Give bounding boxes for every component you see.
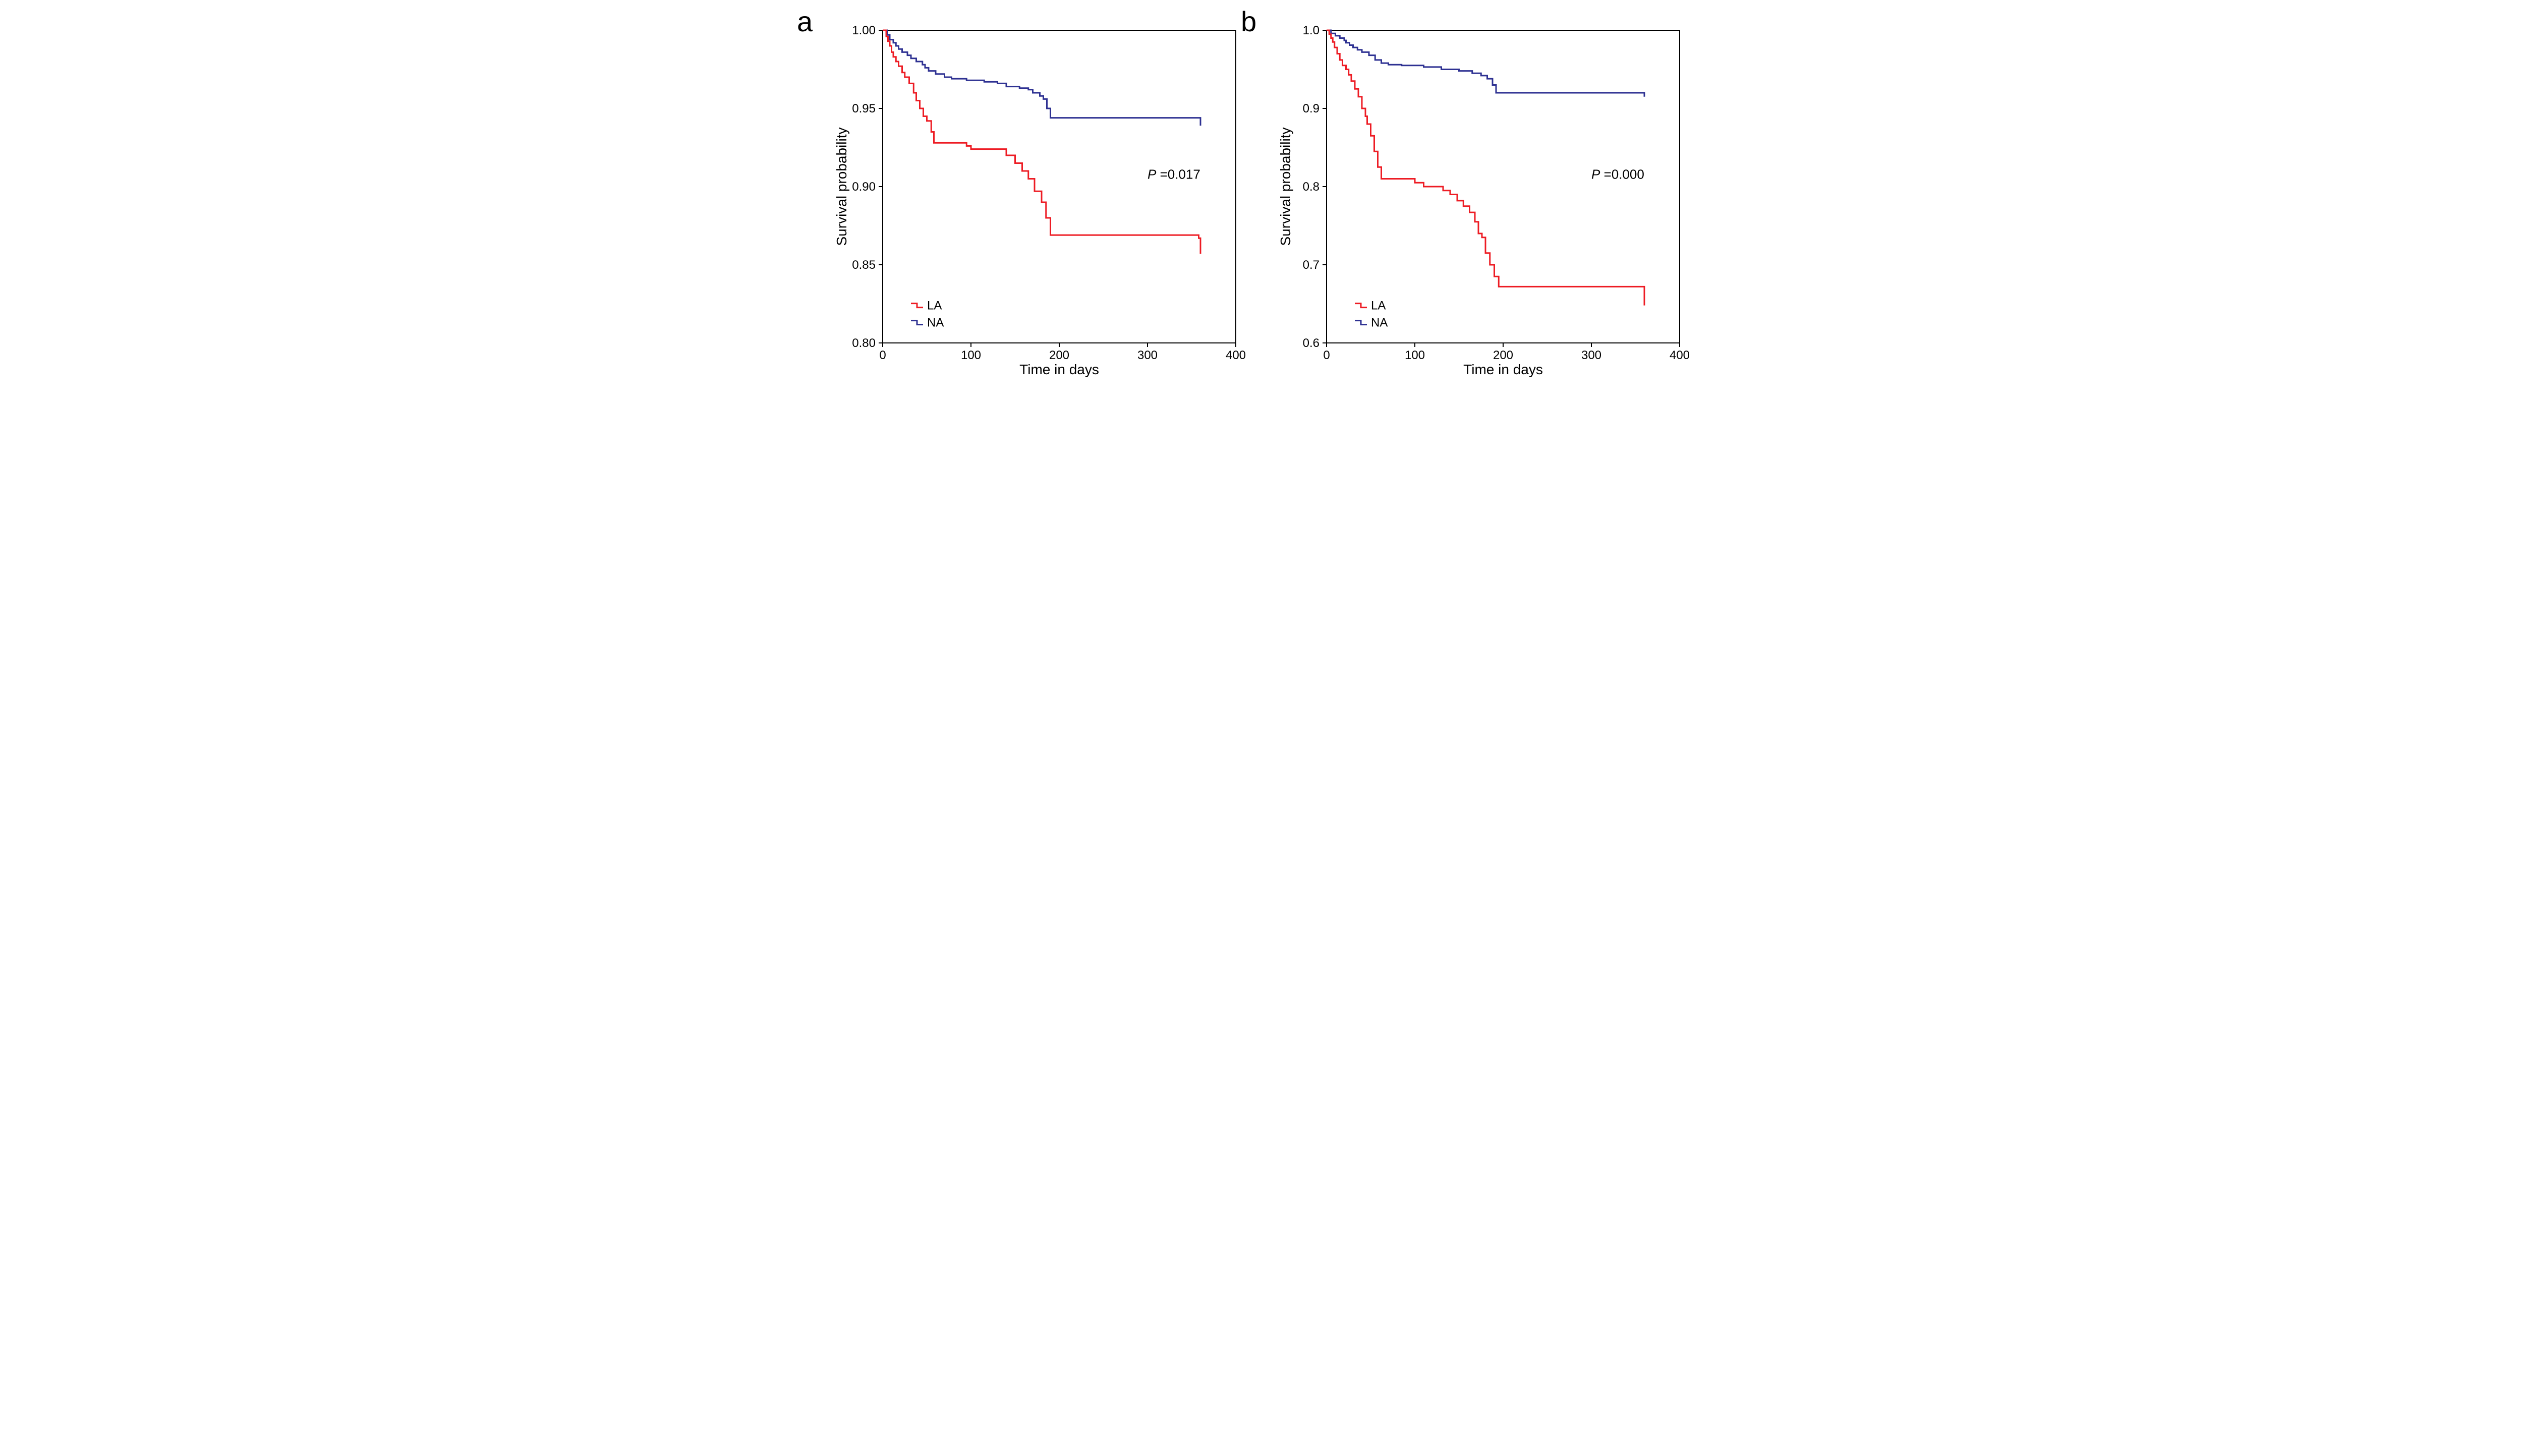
svg-text:Time in days: Time in days [1019, 362, 1099, 377]
svg-text:300: 300 [1581, 348, 1601, 362]
svg-text:P =0.000: P =0.000 [1591, 167, 1644, 182]
svg-text:LA: LA [927, 299, 942, 313]
svg-text:300: 300 [1137, 348, 1158, 362]
chart-a: 0 100 200 300 400 0.80 0.85 0.90 0.95 1.00 Time in… [832, 20, 1246, 383]
svg-text:100: 100 [961, 348, 981, 362]
svg-text:200: 200 [1493, 348, 1513, 362]
panel-label-a: a [797, 5, 813, 38]
panel-a: a 01002003004000.800.850.900.951.00Time … [832, 20, 1246, 386]
svg-text:400: 400 [1226, 348, 1246, 362]
svg-text:Survival probability: Survival probability [834, 128, 849, 246]
figure-container: a 01002003004000.800.850.900.951.00Time … [0, 0, 2522, 406]
panel-b: b 01002003004000.60.70.80.91.0Time in da… [1276, 20, 1690, 386]
svg-text:0.95: 0.95 [852, 102, 876, 115]
svg-text:Time in days: Time in days [1463, 362, 1543, 377]
svg-text:200: 200 [1049, 348, 1069, 362]
panel-label-b: b [1241, 5, 1256, 38]
svg-text:NA: NA [1371, 316, 1388, 330]
svg-text:100: 100 [1405, 348, 1425, 362]
svg-text:0.6: 0.6 [1303, 336, 1320, 350]
svg-text:400: 400 [1670, 348, 1690, 362]
chart-b: 0 100 200 300 400 0.6 0.7 0.8 0.9 1.0 Time in days… [1276, 20, 1690, 383]
svg-text:0: 0 [879, 348, 886, 362]
svg-text:0: 0 [1323, 348, 1330, 362]
svg-text:0.90: 0.90 [852, 180, 876, 194]
svg-text:NA: NA [927, 316, 944, 330]
svg-text:0.7: 0.7 [1303, 258, 1320, 272]
svg-text:0.80: 0.80 [852, 336, 876, 350]
svg-text:0.8: 0.8 [1303, 180, 1320, 194]
svg-text:0.9: 0.9 [1303, 102, 1320, 115]
svg-text:0.85: 0.85 [852, 258, 876, 272]
svg-text:LA: LA [1371, 299, 1386, 313]
svg-text:1.0: 1.0 [1303, 24, 1320, 37]
svg-text:1.00: 1.00 [852, 24, 876, 37]
svg-text:Survival probability: Survival probability [1278, 128, 1293, 246]
svg-text:P =0.017: P =0.017 [1148, 167, 1200, 182]
